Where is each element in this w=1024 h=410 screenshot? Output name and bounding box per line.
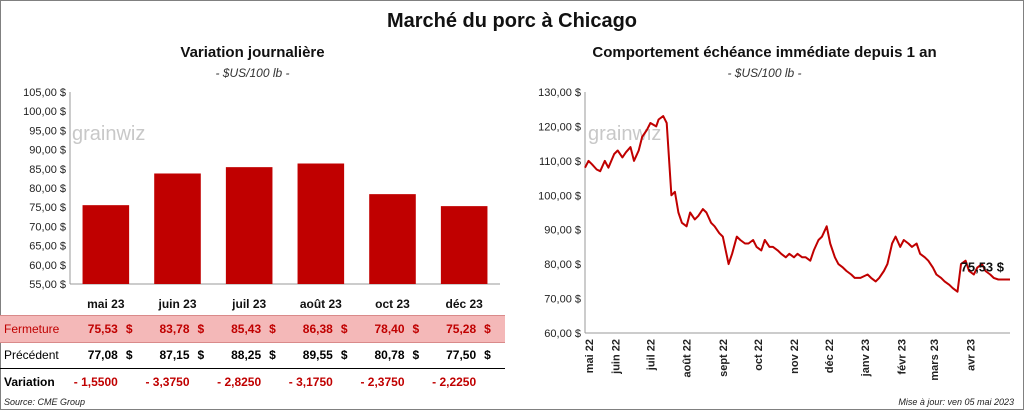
line-y-tick-label: 110,00 $ <box>539 156 581 168</box>
series-line <box>584 115 1010 293</box>
variation-value-cell: - 2,8250 <box>217 375 262 389</box>
close-row: Fermeture 75,53 $83,78 $85,43 $86,38 $78,40 $… <box>0 315 505 343</box>
line-x-tick-label: août 22 <box>682 339 694 378</box>
bar-y-tick-label: 105,00 $ <box>23 87 66 99</box>
line-x-tick-label: mai 22 <box>584 339 596 373</box>
watermark-logo: grainwiz <box>72 123 145 145</box>
bar-y-tick-label: 65,00 $ <box>29 241 66 253</box>
variation-value-cell: - 3,3750 <box>145 375 190 389</box>
line-x-tick-label: déc 22 <box>824 339 836 373</box>
variation-row-label: Variation <box>4 375 55 389</box>
close-value-cell: 85,43 <box>231 322 262 336</box>
close-value-cell: 75,28 <box>446 322 477 336</box>
line-x-tick-label: oct 22 <box>753 339 765 371</box>
previous-row-label: Précédent <box>4 348 59 362</box>
variation-value-cell: - 2,3750 <box>360 375 405 389</box>
bar <box>154 173 201 284</box>
currency-symbol: $ <box>484 322 491 336</box>
right-chart-subtitle: - $US/100 lb - <box>727 66 802 80</box>
line-x-tick-label: sept 22 <box>718 339 730 377</box>
bar <box>297 163 345 284</box>
close-value-cell: 83,78 <box>159 322 190 336</box>
currency-symbol: $ <box>125 348 133 362</box>
previous-value-cell: 77,50 <box>446 348 477 362</box>
currency-symbol: $ <box>197 348 205 362</box>
line-x-tick-label: janv 23 <box>860 339 872 377</box>
bar-y-tick-label: 80,00 $ <box>29 183 66 195</box>
line-x-tick-label: juil 22 <box>645 339 657 371</box>
previous-value-cell: 87,15 <box>159 348 190 362</box>
line-x-tick-label: mars 23 <box>929 339 941 381</box>
bar-y-tick-label: 85,00 $ <box>29 164 66 176</box>
currency-symbol: $ <box>269 322 276 336</box>
variation-value-cell: - 2,2250 <box>432 375 477 389</box>
previous-value-cell: 89,55 <box>302 348 333 362</box>
line-y-tick-label: 80,00 $ <box>544 259 581 271</box>
line-y-tick-label: 60,00 $ <box>544 328 581 340</box>
bar-y-tick-label: 100,00 $ <box>23 106 66 118</box>
bar <box>369 194 416 284</box>
bar-category-label: juin 23 <box>157 297 196 311</box>
bar-category-label: août 23 <box>300 297 342 311</box>
bar <box>225 167 273 284</box>
bar-category-label: mai 23 <box>87 297 125 311</box>
last-value-label: 75,53 $ <box>961 260 1005 275</box>
variation-row: Variation - 1,5500 - 3,3750 - 2,8250 - 3,17… <box>0 369 505 395</box>
variation-value-cell: - 1,5500 <box>73 375 118 389</box>
bar-category-label: déc 23 <box>445 297 483 311</box>
main-title: Marché du porc à Chicago <box>386 10 638 32</box>
line-y-tick-label: 120,00 $ <box>538 121 581 133</box>
currency-symbol: $ <box>484 348 491 362</box>
currency-symbol: $ <box>269 348 276 362</box>
line-y-tick-label: 100,00 $ <box>538 190 581 202</box>
line-x-tick-label: nov 22 <box>789 339 801 374</box>
line-x-tick-label: févr 23 <box>896 339 908 374</box>
currency-symbol: $ <box>412 322 420 336</box>
currency-symbol: $ <box>125 322 133 336</box>
previous-row: Précédent 77,08 $87,15 $88,25 $89,55 $80,78 $… <box>0 342 505 369</box>
watermark-logo: grainwiz <box>588 123 661 145</box>
line-x-tick-label: avr 23 <box>965 339 977 371</box>
bar-category-label: juil 23 <box>231 297 266 311</box>
close-value-cell: 78,40 <box>374 322 405 336</box>
currency-symbol: $ <box>197 322 205 336</box>
line-y-tick-label: 70,00 $ <box>544 294 581 306</box>
left-chart-title: Variation journalière <box>180 44 325 61</box>
line-x-tick-label: juin 22 <box>610 339 622 375</box>
bar <box>82 205 130 284</box>
bar-y-tick-label: 55,00 $ <box>29 279 66 291</box>
bar-y-tick-label: 70,00 $ <box>29 221 66 233</box>
line-y-tick-label: 90,00 $ <box>544 225 581 237</box>
previous-value-cell: 80,78 <box>374 348 405 362</box>
close-value-cell: 86,38 <box>302 322 333 336</box>
close-row-label: Fermeture <box>4 322 60 336</box>
bar-category-label: oct 23 <box>375 297 410 311</box>
line-y-tick-label: 130,00 $ <box>538 87 581 99</box>
bar-y-tick-label: 95,00 $ <box>29 125 66 137</box>
right-chart-title: Comportement échéance immédiate depuis 1… <box>592 44 937 61</box>
bar-y-tick-label: 90,00 $ <box>29 145 66 157</box>
previous-value-cell: 77,08 <box>87 348 118 362</box>
variation-value-cell: - 3,1750 <box>288 375 333 389</box>
left-chart-subtitle: - $US/100 lb - <box>215 66 290 80</box>
previous-value-cell: 88,25 <box>231 348 262 362</box>
bar-y-tick-label: 75,00 $ <box>29 202 66 214</box>
bar <box>440 206 488 284</box>
currency-symbol: $ <box>340 348 348 362</box>
close-value-cell: 75,53 <box>87 322 118 336</box>
update-note: Mise à jour: ven 05 mai 2023 <box>898 397 1014 407</box>
bar-y-tick-label: 60,00 $ <box>29 260 66 272</box>
currency-symbol: $ <box>340 322 348 336</box>
source-note: Source: CME Group <box>4 397 86 407</box>
currency-symbol: $ <box>412 348 420 362</box>
